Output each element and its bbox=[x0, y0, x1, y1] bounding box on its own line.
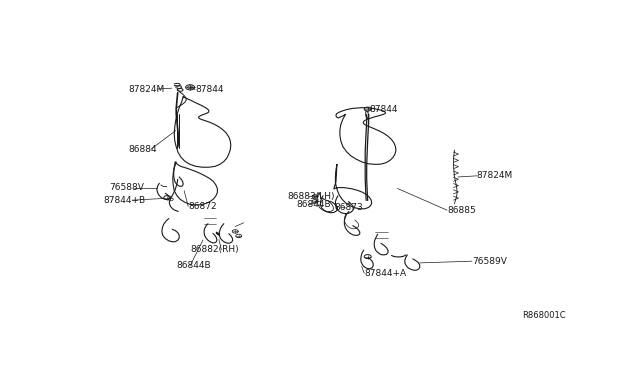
Text: 87844+A: 87844+A bbox=[364, 269, 406, 278]
Text: 86872: 86872 bbox=[188, 202, 217, 211]
Text: 76588V: 76588V bbox=[109, 183, 143, 192]
Text: 86883(LH): 86883(LH) bbox=[287, 192, 335, 201]
Text: 87844: 87844 bbox=[195, 85, 223, 94]
Text: 86882(RH): 86882(RH) bbox=[190, 245, 239, 254]
Text: 86844B: 86844B bbox=[177, 261, 211, 270]
Text: 86873: 86873 bbox=[335, 203, 363, 212]
Text: 86884: 86884 bbox=[129, 145, 157, 154]
Text: 87824M: 87824M bbox=[129, 84, 165, 93]
Text: 87824M: 87824M bbox=[477, 171, 513, 180]
Text: 76589V: 76589V bbox=[472, 257, 507, 266]
Text: 87844+B: 87844+B bbox=[104, 196, 146, 205]
Text: R868001C: R868001C bbox=[522, 311, 566, 320]
Text: 86885: 86885 bbox=[447, 206, 476, 215]
Text: 87844: 87844 bbox=[369, 105, 397, 115]
Text: 86844B: 86844B bbox=[297, 200, 332, 209]
